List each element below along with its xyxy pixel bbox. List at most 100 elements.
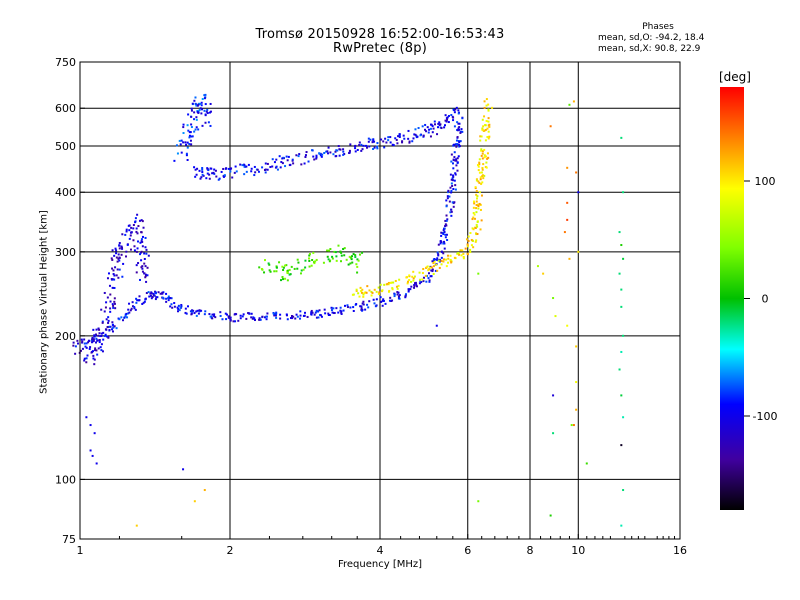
phase-dot [111, 286, 114, 289]
phase-dot [148, 295, 151, 298]
phase-dot [264, 171, 267, 174]
phase-dot [327, 312, 330, 315]
phase-dot [137, 225, 140, 228]
phase-dot [127, 312, 130, 315]
phase-dot [231, 176, 234, 179]
phase-dot [278, 261, 281, 264]
phase-dot [198, 309, 201, 312]
phase-dot [477, 180, 480, 183]
phase-dot [118, 256, 121, 259]
phase-dot [332, 153, 335, 156]
phase-dot [107, 336, 110, 339]
phase-dot [282, 268, 285, 271]
phase-dot [288, 268, 291, 271]
phase-dot [387, 136, 390, 139]
phase-dot [416, 135, 419, 138]
phase-dot [310, 309, 313, 312]
phase-dot [222, 167, 225, 170]
phase-dot [396, 293, 399, 296]
phase-dot [207, 121, 210, 124]
phase-dot [116, 268, 119, 271]
phase-dot [265, 315, 268, 318]
phase-dot [420, 281, 423, 284]
phase-dot [398, 133, 401, 136]
phase-dot [310, 311, 313, 314]
phase-dot [143, 262, 146, 265]
phase-dot [460, 254, 463, 257]
phase-dot [195, 314, 198, 317]
phase-dot [275, 158, 278, 161]
phase-dot [425, 130, 428, 133]
phase-dot [622, 334, 625, 337]
phase-dot [191, 310, 194, 313]
phase-dot [444, 225, 447, 228]
colorbar-unit: [deg] [719, 70, 751, 84]
phase-dot [214, 169, 217, 172]
phase-dot [213, 315, 216, 318]
phase-dot [200, 104, 203, 107]
phase-dot [108, 325, 111, 328]
phase-dot [444, 233, 447, 236]
phase-dot [96, 339, 99, 342]
phase-dot [127, 308, 130, 311]
phase-dot [620, 244, 623, 247]
phase-dot [169, 305, 172, 308]
phase-dot [101, 350, 104, 353]
phase-dot [195, 126, 198, 129]
colorbar-tick-label: 100 [755, 175, 776, 188]
phase-dot [378, 291, 381, 294]
phase-dot [449, 254, 452, 257]
phase-dot [241, 315, 244, 318]
phase-dot [105, 301, 108, 304]
phase-dot [275, 316, 278, 319]
phase-dot [451, 162, 454, 165]
phase-dot [471, 218, 474, 221]
phase-dot [188, 136, 191, 139]
phase-dot [450, 208, 453, 211]
phase-dot [412, 270, 415, 273]
phase-dot [358, 295, 361, 298]
phase-dot [331, 257, 334, 260]
phase-dot [325, 150, 328, 153]
phase-dot [392, 281, 395, 284]
phase-dot [443, 240, 446, 243]
phase-dot [435, 263, 438, 266]
phase-dot [114, 307, 117, 310]
phase-dot [312, 251, 315, 254]
phase-dot [363, 292, 366, 295]
phase-dot [281, 275, 284, 278]
phase-dot [566, 201, 569, 204]
phase-dot [169, 297, 172, 300]
phase-dot [286, 271, 289, 274]
phase-dot [144, 246, 147, 249]
phase-dot [330, 306, 333, 309]
phase-dot [108, 284, 111, 287]
phase-dot [373, 140, 376, 143]
phase-dot [444, 236, 447, 239]
phase-dot [452, 175, 455, 178]
phase-dot [269, 166, 272, 169]
phase-dot [449, 173, 452, 176]
phase-dot [367, 140, 370, 143]
phase-dot [197, 128, 200, 131]
phase-dot [481, 174, 484, 177]
phase-dot [213, 168, 216, 171]
phase-dot [373, 288, 376, 291]
phase-dot [482, 177, 485, 180]
phase-dot [88, 339, 91, 342]
phase-dot [275, 266, 278, 269]
phase-dot [315, 154, 318, 157]
phase-dot [327, 313, 330, 316]
phase-dot [275, 165, 278, 168]
y-tick-label: 750 [55, 56, 76, 69]
phase-dot [456, 121, 459, 124]
phase-dot [141, 265, 144, 268]
phase-dot [85, 346, 88, 349]
phase-dot [104, 328, 107, 331]
phase-dot [128, 302, 131, 305]
phase-dot [203, 109, 206, 112]
phase-dot [365, 291, 368, 294]
y-tick-label: 100 [55, 473, 76, 486]
phase-dot [487, 117, 490, 120]
phase-dot [484, 155, 487, 158]
